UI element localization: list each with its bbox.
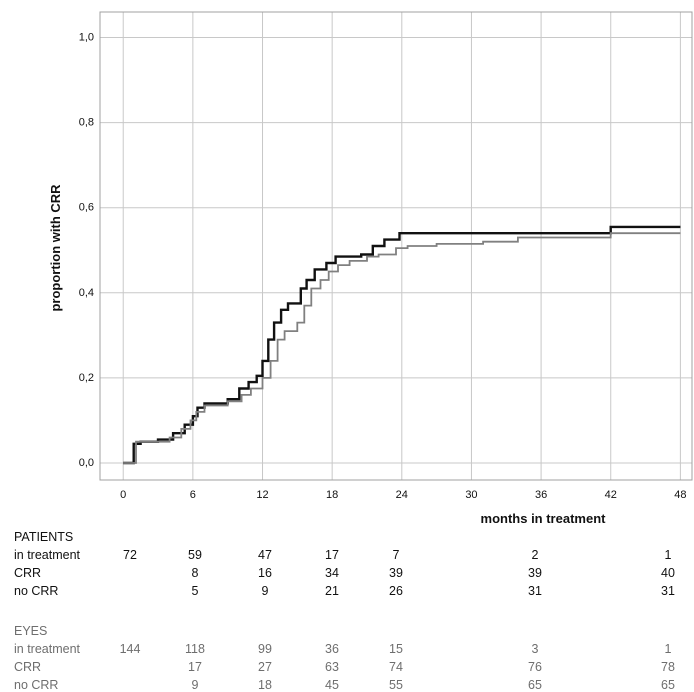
- eyes-cell: 3: [531, 642, 539, 656]
- grid-lines: [100, 12, 692, 480]
- eyes-cell: 36: [325, 642, 339, 656]
- eyes-cell: 63: [325, 660, 339, 674]
- patients-cell: 31: [528, 584, 542, 598]
- eyes-cell: 9: [191, 678, 199, 692]
- eyes-row-label: in treatment: [14, 642, 81, 656]
- eyes-title: EYES: [14, 624, 48, 638]
- patients-cell: 8: [191, 566, 199, 580]
- x-axis-label: months in treatment: [481, 511, 607, 526]
- eyes-cell: 45: [325, 678, 339, 692]
- x-tick-label: 12: [256, 489, 268, 501]
- eyes-cell: 78: [661, 660, 675, 674]
- eyes-cell: 55: [389, 678, 403, 692]
- patients-cell: 72: [123, 548, 137, 562]
- patients-cell: 5: [191, 584, 199, 598]
- patients-row-label: in treatment: [14, 548, 81, 562]
- y-tick-label: 0,2: [79, 372, 94, 384]
- y-tick-label: 0,0: [79, 457, 94, 469]
- plot-frame: [99, 11, 693, 481]
- eyes-cell: 118: [185, 642, 205, 656]
- patients-cell: 40: [661, 566, 675, 580]
- eyes-cell: 18: [258, 678, 272, 692]
- patients-cell: 1: [664, 548, 672, 562]
- x-tick-labels: 0 6 12 18 24 30 36 42 48: [120, 489, 686, 501]
- patients-cell: 39: [528, 566, 542, 580]
- patients-title: PATIENTS: [14, 530, 74, 544]
- eyes-cell: 1: [664, 642, 672, 656]
- patients-cell: 2: [531, 548, 539, 562]
- curve-patients: [123, 225, 681, 465]
- eyes-cell: 15: [389, 642, 403, 656]
- x-tick-label: 30: [465, 489, 477, 501]
- patients-row-label: no CRR: [14, 584, 59, 598]
- y-tick-label: 0,6: [79, 202, 94, 214]
- eyes-cell: 27: [258, 660, 272, 674]
- x-tick-label: 48: [674, 489, 686, 501]
- patients-cell: 47: [258, 548, 272, 562]
- y-axis-label: proportion with CRR: [48, 184, 63, 312]
- curves: [123, 225, 681, 465]
- x-tick-label: 6: [190, 489, 196, 501]
- patients-cell: 9: [261, 584, 269, 598]
- eyes-cell: 65: [528, 678, 542, 692]
- x-tick-label: 42: [605, 489, 617, 501]
- x-tick-label: 18: [326, 489, 338, 501]
- y-tick-label: 0,4: [79, 287, 94, 299]
- patients-cell: 17: [325, 548, 339, 562]
- patients-cell: 39: [389, 566, 403, 580]
- patients-cell: 16: [258, 566, 272, 580]
- curve-eyes: [123, 232, 681, 464]
- y-tick-labels: 0,0 0,2 0,4 0,6 0,8 1,0: [79, 32, 94, 469]
- eyes-cell: 144: [119, 642, 141, 656]
- axes: [99, 11, 693, 481]
- patients-cell: 26: [389, 584, 403, 598]
- eyes-cell: 17: [188, 660, 202, 674]
- x-tick-label: 24: [396, 489, 408, 501]
- patients-cell: 34: [325, 566, 339, 580]
- patients-cell: 59: [188, 548, 202, 562]
- y-tick-label: 1,0: [79, 32, 94, 44]
- x-tick-label: 0: [120, 489, 126, 501]
- eyes-cell: 65: [661, 678, 675, 692]
- eyes-cell: 76: [528, 660, 542, 674]
- patients-cell: 31: [661, 584, 675, 598]
- eyes-row-label: CRR: [14, 660, 42, 674]
- eyes-cell: 74: [389, 660, 403, 674]
- eyes-cell: 99: [258, 642, 272, 656]
- patients-cell: 21: [325, 584, 339, 598]
- y-tick-label: 0,8: [79, 117, 94, 129]
- patients-row-label: CRR: [14, 566, 42, 580]
- x-tick-label: 36: [535, 489, 547, 501]
- eyes-row-label: no CRR: [14, 678, 59, 692]
- patients-cell: 7: [392, 548, 400, 562]
